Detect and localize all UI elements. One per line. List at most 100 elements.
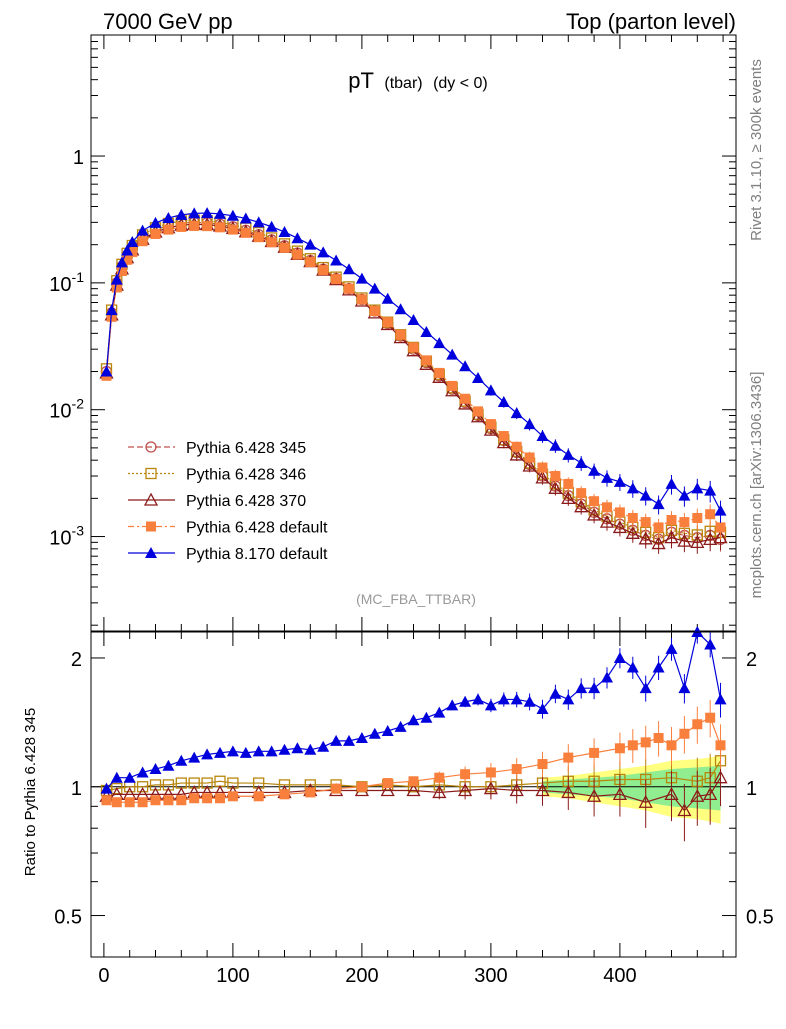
data-point bbox=[292, 249, 303, 260]
ratio-point bbox=[458, 783, 473, 797]
ratio-point bbox=[549, 687, 562, 699]
data-point bbox=[189, 220, 200, 231]
legend-marker bbox=[146, 521, 156, 532]
data-point bbox=[588, 464, 601, 476]
ratio-point bbox=[330, 734, 343, 746]
plot-title-cond: (dy < 0) bbox=[433, 75, 488, 92]
ratio-point bbox=[434, 772, 445, 783]
data-point bbox=[115, 256, 128, 268]
data-point bbox=[677, 533, 692, 547]
ratio-point bbox=[666, 740, 677, 751]
ratio-point bbox=[535, 783, 550, 797]
plot-title-sub: (tbar) bbox=[384, 75, 422, 92]
ratio-point bbox=[356, 781, 367, 792]
main-y-tick-label: 10-1 bbox=[49, 269, 84, 296]
data-point bbox=[150, 228, 161, 239]
plot-title: pT (tbar) (dy < 0) bbox=[348, 68, 488, 93]
data-point bbox=[563, 478, 574, 489]
ratio-point bbox=[163, 795, 174, 806]
ratio-point bbox=[714, 693, 727, 705]
ratio-point bbox=[510, 693, 523, 705]
ratio-line-p370 bbox=[106, 777, 722, 812]
ratio-point bbox=[665, 642, 678, 654]
ratio-point bbox=[420, 711, 433, 723]
data-point bbox=[304, 238, 317, 250]
data-point bbox=[175, 208, 188, 220]
data-point bbox=[576, 488, 587, 499]
ratio-point bbox=[614, 743, 625, 754]
ratio-point bbox=[563, 752, 574, 763]
data-point bbox=[459, 360, 472, 372]
x-tick-label: 300 bbox=[474, 965, 507, 987]
ratio-panel: 0.5 0.5 1 1 2 2 0 100 200 300 400 bbox=[54, 626, 774, 987]
data-point bbox=[690, 534, 705, 548]
data-point bbox=[483, 422, 498, 436]
data-point bbox=[421, 355, 432, 366]
ratio-point bbox=[705, 712, 716, 723]
data-point bbox=[202, 221, 213, 232]
series-line-p370 bbox=[105, 223, 721, 545]
ratio-point bbox=[523, 695, 536, 707]
legend-marker bbox=[145, 547, 157, 558]
data-point bbox=[343, 263, 355, 275]
ratio-point bbox=[652, 661, 665, 673]
ratio-point bbox=[653, 733, 664, 744]
legend-marker bbox=[145, 467, 157, 480]
data-point bbox=[433, 337, 446, 349]
ratio-point bbox=[679, 728, 690, 739]
ratio-point bbox=[355, 732, 368, 744]
data-point bbox=[318, 265, 329, 276]
ratio-y-tick-label-right: 1 bbox=[746, 778, 757, 800]
ratio-series-layer bbox=[99, 626, 728, 842]
data-point bbox=[704, 484, 717, 496]
ratio-point bbox=[460, 769, 471, 780]
header-left: 7000 GeV pp bbox=[103, 9, 233, 34]
data-point bbox=[575, 457, 588, 469]
main-frame bbox=[90, 34, 737, 632]
data-point bbox=[589, 496, 600, 507]
ratio-point bbox=[575, 682, 588, 694]
data-point bbox=[627, 513, 638, 524]
data-point bbox=[537, 462, 548, 473]
ratio-point bbox=[664, 786, 679, 800]
data-point bbox=[550, 471, 561, 482]
data-point bbox=[356, 294, 367, 305]
data-point bbox=[355, 272, 368, 284]
data-point bbox=[692, 513, 703, 524]
data-point bbox=[651, 536, 666, 550]
data-point bbox=[188, 207, 201, 219]
series-p8 bbox=[100, 207, 727, 523]
data-point bbox=[599, 514, 615, 528]
ratio-point bbox=[627, 740, 638, 751]
ratio-point bbox=[483, 781, 498, 795]
legend-entry-p345: Pythia 6.428 345 bbox=[128, 440, 306, 457]
main-y-tick-label: 10-2 bbox=[49, 396, 84, 423]
x-tick-label: 0 bbox=[98, 965, 109, 987]
data-point bbox=[652, 498, 665, 510]
ratio-point bbox=[612, 786, 627, 800]
ratio-point bbox=[150, 795, 161, 806]
legend-entry-p8: Pythia 8.170 default bbox=[128, 546, 328, 563]
ratio-point bbox=[343, 734, 355, 746]
data-point bbox=[110, 273, 123, 285]
x-tick-label: 400 bbox=[603, 965, 636, 987]
ratio-point bbox=[279, 789, 290, 800]
ratio-point bbox=[589, 747, 600, 758]
series-line-p8 bbox=[105, 212, 722, 511]
ratio-point bbox=[677, 803, 692, 817]
data-point bbox=[239, 212, 252, 224]
data-point bbox=[653, 522, 664, 533]
legend-label: Pythia 6.428 default bbox=[186, 520, 328, 537]
ratio-point bbox=[253, 777, 265, 789]
ratio-point bbox=[291, 742, 304, 754]
data-point bbox=[382, 317, 393, 328]
ratio-point bbox=[214, 746, 226, 758]
data-point bbox=[368, 282, 381, 294]
main-y-tick-label: 1 bbox=[73, 147, 84, 169]
data-point bbox=[612, 520, 627, 534]
ratio-point bbox=[588, 682, 601, 694]
ratio-point bbox=[304, 743, 317, 755]
ratio-point bbox=[100, 782, 113, 794]
data-point bbox=[524, 452, 535, 463]
data-point bbox=[266, 237, 277, 248]
